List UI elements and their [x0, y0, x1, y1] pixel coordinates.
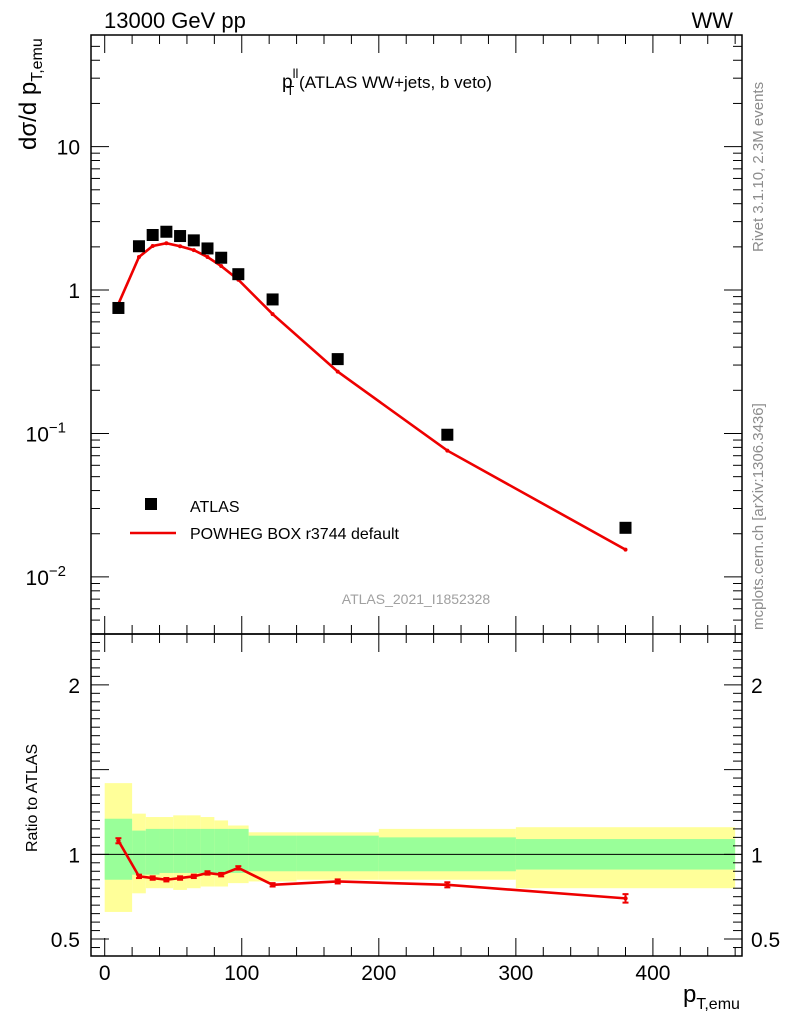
band-inner-bin	[228, 828, 249, 873]
legend-marker-atlas	[145, 498, 157, 510]
uncertainty-bands	[91, 783, 742, 912]
ratio-y-tick-label-right: 0.5	[751, 929, 780, 952]
main-y-axis-label: dσ/d pT,emu	[15, 38, 46, 150]
atlas-data-point	[266, 293, 279, 306]
atlas-data-point	[441, 428, 454, 441]
ratio-y-tick-label-right: 2	[751, 675, 763, 698]
atlas-data-point	[112, 301, 125, 314]
atlas-data-point	[174, 230, 187, 243]
mc-point	[164, 241, 169, 246]
ratio-point	[150, 875, 155, 881]
ratio-point	[270, 882, 275, 888]
x-tick-label: 0	[99, 962, 111, 985]
ratio-plot-frame	[90, 633, 743, 957]
ratio-point	[236, 865, 241, 871]
ratio-point	[335, 879, 340, 884]
atlas-data-point	[187, 234, 200, 247]
ratio-y-tick-label-left: 2	[68, 675, 80, 698]
band-inner-bin	[145, 828, 160, 875]
mc-point	[623, 547, 628, 552]
main-y-tick-label: 1	[68, 280, 80, 303]
atlas-data-point	[232, 268, 245, 281]
ratio-point	[116, 838, 121, 843]
mc-point	[270, 312, 275, 317]
atlas-data-point	[146, 228, 159, 241]
mcplots-reference-label: mcplots.cern.ch [arXiv:1306.3436]	[750, 403, 767, 630]
band-inner-bin	[104, 818, 133, 880]
legend-label-powheg: POWHEG BOX r3744 default	[190, 526, 400, 543]
ratio-plot-marks	[115, 837, 629, 904]
band-inner-bin	[248, 835, 297, 872]
mc-point	[191, 248, 196, 253]
main-plot-marks	[112, 225, 632, 552]
main-y-tick-label: 10−2	[26, 563, 66, 590]
atlas-data-point	[215, 251, 228, 264]
header-energy-label: 13000 GeV pp	[104, 8, 246, 33]
ratio-point	[623, 896, 628, 901]
ratio-point	[136, 874, 142, 879]
ratio-y-tick-label-left: 0.5	[51, 929, 80, 952]
analysis-watermark: ATLAS_2021_I1852328	[342, 591, 491, 607]
band-inner-bin	[186, 828, 201, 873]
band-inner-bin	[173, 828, 187, 873]
legend: ATLAS POWHEG BOX r3744 default	[130, 498, 400, 543]
ratio-point	[164, 877, 169, 882]
main-plot-title: pll T (ATLAS WW+jets, b veto)	[282, 66, 492, 98]
ratio-point	[205, 870, 210, 876]
ratio-y-axis-label: Ratio to ATLAS	[24, 744, 41, 852]
atlas-data-point	[331, 353, 344, 366]
band-inner-bin	[296, 835, 379, 872]
main-y-tick-label: 10−1	[26, 419, 66, 446]
x-tick-label: 200	[361, 962, 396, 985]
ratio-point	[191, 874, 196, 879]
rivet-version-label: Rivet 3.1.10, 2.3M events	[750, 82, 767, 252]
ratio-point	[177, 875, 183, 881]
atlas-data-point	[160, 225, 173, 238]
x-tick-label: 400	[635, 962, 670, 985]
x-tick-label: 100	[224, 962, 259, 985]
ratio-point	[219, 872, 224, 877]
band-inner-bin	[159, 828, 174, 873]
mc-point	[205, 254, 210, 259]
main-plot-frame	[90, 34, 743, 635]
band-inner-bin	[214, 828, 229, 873]
axis-ticks: 10 1 10−1 10−2 0 100 200 300 400 0.5 0.5 1 1 2 2	[26, 34, 780, 985]
x-tick-label: 300	[498, 962, 533, 985]
ratio-point	[445, 882, 450, 888]
x-axis-label: pT,emu	[683, 981, 740, 1013]
atlas-data-point	[132, 240, 145, 253]
mc-point	[219, 264, 224, 269]
mc-point	[178, 244, 183, 249]
mc-point	[335, 369, 340, 374]
atlas-data-point	[619, 521, 632, 534]
band-inner-bin	[132, 830, 146, 875]
ratio-y-tick-label-right: 1	[751, 844, 763, 867]
legend-label-atlas: ATLAS	[190, 499, 240, 516]
header-process-label: WW	[691, 8, 733, 33]
main-y-tick-label: 10	[57, 137, 80, 160]
ratio-y-tick-label-left: 1	[68, 844, 80, 867]
mc-point	[136, 254, 141, 259]
band-inner-bin	[200, 828, 215, 873]
atlas-data-point	[201, 242, 214, 255]
mc-point	[150, 243, 155, 248]
mc-point	[445, 448, 450, 453]
